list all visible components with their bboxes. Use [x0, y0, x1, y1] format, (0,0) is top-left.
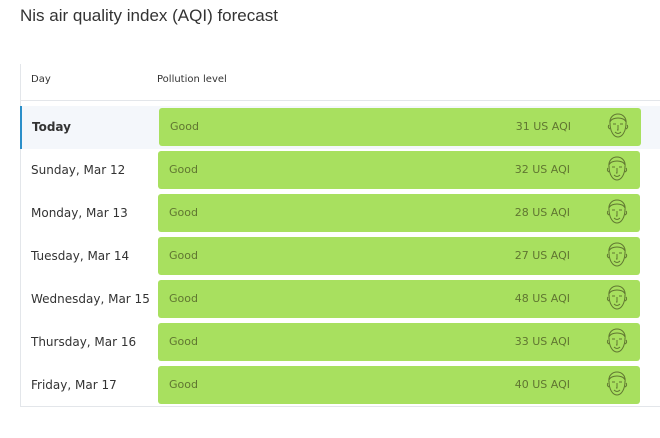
aqi-value: 40 US AQI	[514, 378, 570, 391]
aqi-value: 27 US AQI	[514, 249, 570, 262]
pollution-level: Good	[169, 163, 198, 176]
face-graphic	[606, 242, 628, 267]
face-icon	[606, 242, 628, 272]
pollution-level: Good	[169, 378, 198, 391]
table-row: Today Good 31 US AQI	[20, 106, 660, 149]
aqi-value: 32 US AQI	[514, 163, 570, 176]
day-label: Tuesday, Mar 14	[31, 249, 130, 263]
day-label: Monday, Mar 13	[31, 206, 128, 220]
day-label: Sunday, Mar 12	[31, 163, 126, 177]
face-icon	[606, 285, 628, 315]
day-label: Wednesday, Mar 15	[31, 292, 150, 306]
pollution-level: Good	[169, 249, 198, 262]
aqi-value: 48 US AQI	[514, 292, 570, 305]
face-icon	[607, 113, 629, 143]
aqi-bar: Good 32 US AQI	[158, 151, 640, 189]
face-icon	[606, 371, 628, 401]
divider	[21, 100, 660, 101]
face-graphic	[606, 156, 628, 181]
column-header: Pollution level	[157, 74, 227, 85]
table-row: Tuesday, Mar 14 Good 27 US AQI	[21, 235, 660, 278]
face-graphic	[606, 328, 628, 353]
face-graphic	[607, 113, 629, 138]
face-graphic	[606, 371, 628, 396]
aqi-bar: Good 33 US AQI	[158, 323, 640, 361]
pollution-level: Good	[170, 120, 199, 133]
face-icon	[606, 328, 628, 358]
face-graphic	[606, 199, 628, 224]
day-label: Today	[32, 120, 71, 134]
aqi-value: 31 US AQI	[515, 120, 571, 133]
face-graphic	[606, 285, 628, 310]
table-row: Sunday, Mar 12 Good 32 US AQI	[21, 149, 660, 192]
forecast-table: Day Pollution level Today Good 31 US AQI Su…	[20, 64, 660, 407]
day-label: Thursday, Mar 16	[31, 335, 137, 349]
aqi-value: 33 US AQI	[514, 335, 570, 348]
column-header: Day	[31, 74, 51, 85]
table-row: Wednesday, Mar 15 Good 48 US AQI	[21, 278, 660, 321]
face-icon	[606, 199, 628, 229]
aqi-bar: Good 40 US AQI	[158, 366, 640, 404]
aqi-bar: Good 48 US AQI	[158, 280, 640, 318]
aqi-value: 28 US AQI	[514, 206, 570, 219]
aqi-bar: Good 27 US AQI	[158, 237, 640, 275]
aqi-bar: Good 28 US AQI	[158, 194, 640, 232]
table-row: Friday, Mar 17 Good 40 US AQI	[21, 364, 660, 407]
pollution-level: Good	[169, 206, 198, 219]
pollution-level: Good	[169, 335, 198, 348]
aqi-bar: Good 31 US AQI	[159, 108, 641, 146]
day-label: Friday, Mar 17	[31, 378, 117, 392]
table-row: Monday, Mar 13 Good 28 US AQI	[21, 192, 660, 235]
page-title: Nis air quality index (AQI) forecast	[20, 6, 278, 25]
face-icon	[606, 156, 628, 186]
pollution-level: Good	[169, 292, 198, 305]
table-row: Thursday, Mar 16 Good 33 US AQI	[21, 321, 660, 364]
